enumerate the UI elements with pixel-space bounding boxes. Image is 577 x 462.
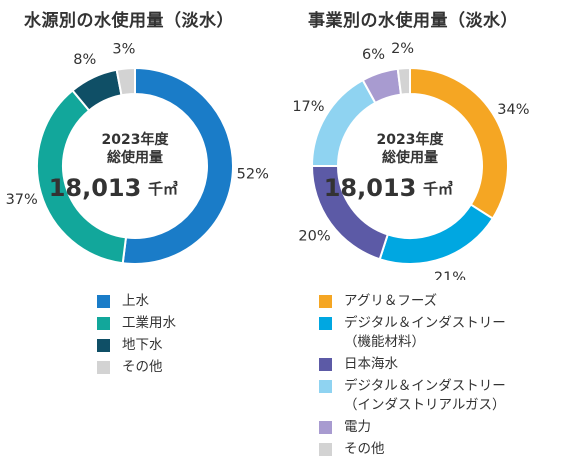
legend-business: アグリ＆フーズデジタル＆インダストリー （機能材料） 日本海水デジタル＆インダスト… (319, 292, 506, 462)
legend-label: 日本海水 (344, 356, 398, 372)
slice-label-business-2: 20% (298, 228, 330, 244)
slice-business-3 (310, 78, 377, 167)
legend-label: 上水 (122, 293, 149, 309)
slice-label-business-4: 6% (362, 47, 385, 63)
legend-item-business-4: 電力 (319, 418, 506, 437)
legend-item-water-source-1: 工業用水 (97, 314, 176, 333)
center-value-water-source: 18,013 (49, 174, 142, 202)
legend-item-water-source-2: 地下水 (97, 336, 176, 355)
slice-label-water-source-2: 8% (73, 52, 96, 68)
slice-label-business-5: 2% (391, 41, 414, 57)
chart-title-water-source: 水源別の水使用量（淡水） (24, 11, 234, 31)
chart-title-business: 事業別の水使用量（淡水） (308, 11, 518, 31)
legend-label: その他 (122, 359, 163, 375)
slice-label-water-source-3: 3% (112, 42, 135, 58)
legend-item-business-3: デジタル＆インダストリー （インダストリアルガス） (319, 377, 506, 415)
slice-label-business-3: 17% (292, 99, 324, 115)
slice-label-business-1: 21% (434, 270, 466, 280)
slice-business-1 (378, 203, 495, 265)
center-label-business: 総使用量 (382, 149, 438, 166)
legend-swatch (97, 339, 110, 352)
legend-swatch (319, 421, 332, 434)
legend-item-water-source-0: 上水 (97, 292, 176, 311)
legend-swatch (319, 295, 332, 308)
legend-item-business-5: その他 (319, 440, 506, 459)
legend-swatch (319, 443, 332, 456)
legend-swatch (97, 317, 110, 330)
legend-label: 地下水 (122, 337, 163, 353)
center-year-business: 2023年度 (377, 131, 445, 148)
legend-item-business-1: デジタル＆インダストリー （機能材料） (319, 314, 506, 352)
legend-label: デジタル＆インダストリー （インダストリアルガス） (344, 378, 506, 413)
legend-label: 工業用水 (122, 315, 176, 331)
legend-swatch (97, 295, 110, 308)
legend-item-water-source-3: その他 (97, 358, 176, 377)
legend-swatch (319, 317, 332, 330)
legend-swatch (319, 358, 332, 371)
legend-label: 電力 (344, 419, 371, 435)
slice-label-business-0: 34% (497, 102, 529, 118)
center-unit-water-source: 千㎥ (148, 180, 178, 198)
legend-water-source: 上水工業用水地下水その他 (97, 292, 176, 380)
center-value-business: 18,013 (324, 174, 417, 202)
legend-swatch (97, 361, 110, 374)
legend-item-business-2: 日本海水 (319, 355, 506, 374)
legend-item-business-0: アグリ＆フーズ (319, 292, 506, 311)
slice-label-water-source-0: 52% (237, 166, 269, 182)
legend-swatch (319, 380, 332, 393)
legend-label: デジタル＆インダストリー （機能材料） (344, 315, 506, 350)
center-label-water-source: 総使用量 (107, 149, 163, 166)
legend-label: その他 (344, 441, 385, 457)
center-year-water-source: 2023年度 (102, 131, 170, 148)
slice-water-source-0 (121, 66, 234, 265)
slice-business-5 (396, 66, 411, 96)
legend-label: アグリ＆フーズ (344, 293, 438, 309)
center-unit-business: 千㎥ (423, 180, 453, 198)
slice-water-source-3 (115, 66, 136, 97)
slice-label-water-source-1: 37% (6, 192, 38, 208)
